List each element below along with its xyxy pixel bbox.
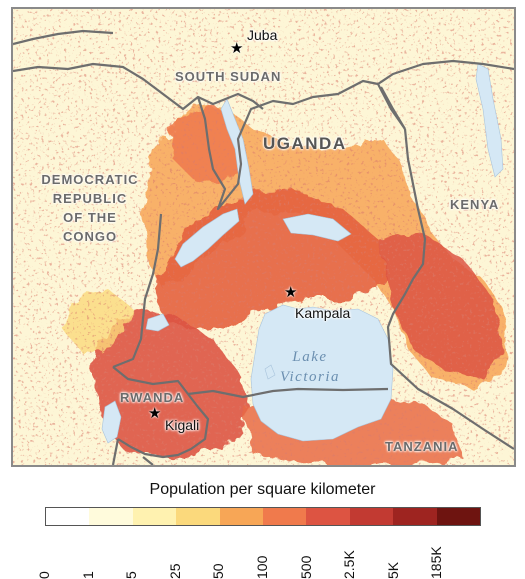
legend-tick-text: 5K xyxy=(384,561,401,579)
label-drc-line-1: DEMOCRATIC xyxy=(41,172,139,187)
legend-tick-text: 50 xyxy=(210,563,227,579)
legend-tick-label: 5 xyxy=(123,531,142,579)
capital-star-icon: ★ xyxy=(230,40,244,57)
label-kenya: KENYA xyxy=(450,197,500,212)
label-drc: DEMOCRATIC REPUBLIC OF THE CONGO xyxy=(31,170,149,246)
border-kenya xyxy=(386,128,514,450)
population-density-map: SOUTH SUDAN UGANDA DEMOCRATIC REPUBLIC O… xyxy=(11,7,516,467)
country-borders xyxy=(13,29,514,465)
label-rwanda: RWANDA xyxy=(120,390,185,405)
label-lake-line-2: Victoria xyxy=(279,369,341,385)
border-burundi xyxy=(111,438,120,465)
border-kenya-north xyxy=(380,86,406,130)
label-lake-line-1: Lake xyxy=(292,349,328,365)
border-drc-tanzania xyxy=(142,456,154,465)
legend-swatch xyxy=(176,508,220,525)
legend-tick-text: 185K xyxy=(428,546,445,579)
lake-edward xyxy=(145,313,170,332)
legend-title: Population per square kilometer xyxy=(149,481,376,498)
legend-swatch xyxy=(306,508,350,525)
label-lake-victoria: Lake Victoria xyxy=(263,347,357,387)
legend-color-scale xyxy=(45,507,481,526)
legend-tick-label: 5K xyxy=(384,531,404,579)
border-rwanda xyxy=(112,366,210,459)
small-lake xyxy=(264,364,276,380)
lake-victoria xyxy=(250,304,394,442)
map-graphic xyxy=(13,9,514,465)
legend-swatch xyxy=(393,508,437,525)
legend-tick-label: 1 xyxy=(80,531,99,579)
legend-tick-text: 500 xyxy=(297,555,314,579)
label-drc-line-3: OF THE xyxy=(63,210,117,225)
label-south-sudan: SOUTH SUDAN xyxy=(175,69,282,84)
legend-tick-label: 25 xyxy=(166,531,186,579)
border-somalia xyxy=(13,29,114,46)
legend-swatch xyxy=(132,508,177,525)
legend-tick-label: 100 xyxy=(254,531,273,579)
legend-swatch xyxy=(89,508,133,525)
capital-star-icon: ★ xyxy=(284,284,298,301)
border-drc-uganda-west xyxy=(112,213,163,369)
lake-turkana xyxy=(475,63,504,178)
legend-tick-text: 2.5K xyxy=(341,550,358,579)
water-bodies xyxy=(101,63,504,444)
label-tanzania: TANZANIA xyxy=(385,439,459,454)
legend-tick-text: 25 xyxy=(166,563,183,579)
border-south-sudan-drc xyxy=(13,62,264,111)
lake-kyoga xyxy=(282,213,352,242)
border-uganda-tanzania xyxy=(187,387,389,399)
legend-swatch xyxy=(436,508,481,525)
legend-tick-label: 185K xyxy=(428,531,447,579)
legend-swatch xyxy=(349,508,394,525)
legend-tick-label: 500 xyxy=(297,531,317,579)
label-kigali: Kigali xyxy=(165,417,200,433)
lake-kivu xyxy=(101,400,122,444)
legend-tick-label: 2.5K xyxy=(341,531,360,579)
capital-star-icon: ★ xyxy=(148,405,162,422)
border-ethiopia-kenya xyxy=(377,59,514,85)
legend-tick-label: 0 xyxy=(36,531,55,579)
legend-swatch xyxy=(263,508,307,525)
legend-tick-label: 50 xyxy=(210,531,229,579)
legend-swatch xyxy=(46,508,90,525)
lake-albert xyxy=(174,208,240,268)
label-drc-line-4: CONGO xyxy=(62,229,118,244)
label-uganda: UGANDA xyxy=(263,134,347,153)
border-south-sudan-uganda xyxy=(196,79,406,211)
legend-tick-text: 100 xyxy=(254,555,270,579)
label-kampala: Kampala xyxy=(295,305,351,321)
label-drc-line-2: REPUBLIC xyxy=(52,191,128,206)
legend-swatch xyxy=(219,508,264,525)
label-juba: Juba xyxy=(247,27,278,43)
